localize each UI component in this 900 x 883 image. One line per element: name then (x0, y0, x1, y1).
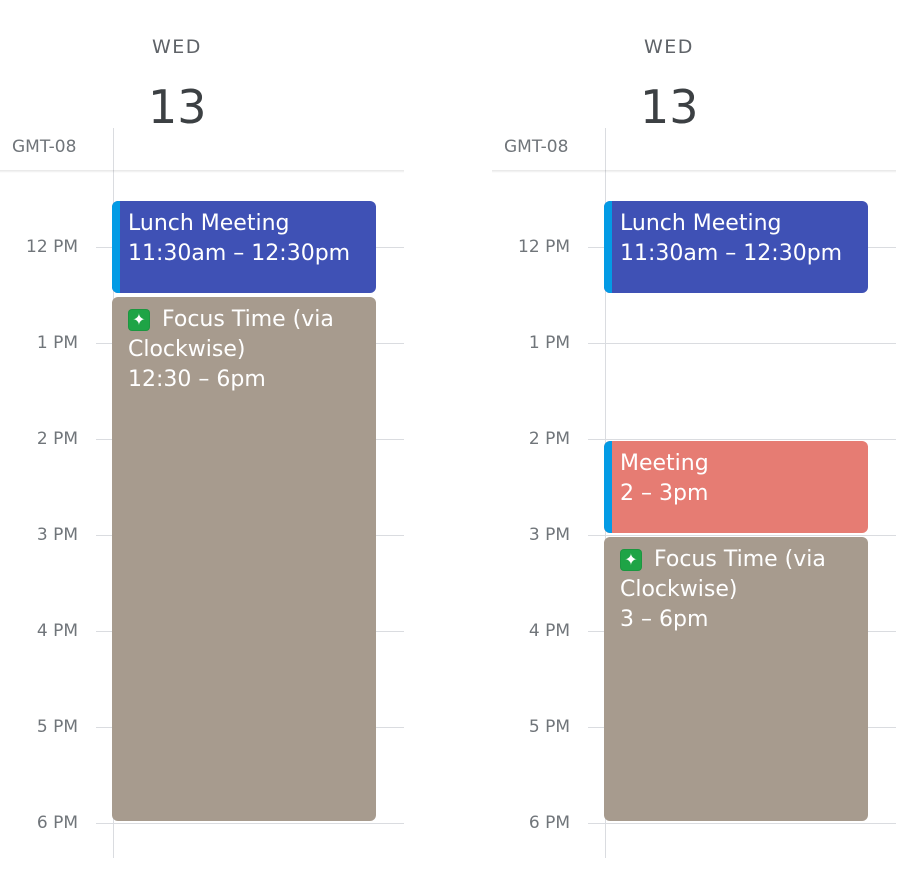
event-title-text: Focus Time (via Clockwise) (128, 307, 334, 362)
sparkle-icon: ✦ (128, 309, 150, 331)
hour-label: 6 PM (528, 813, 570, 833)
sparkle-icon: ✦ (620, 549, 642, 571)
event-time: 2 – 3pm (620, 481, 709, 506)
event-title-text: Focus Time (via Clockwise) (620, 547, 826, 602)
hour-label: 2 PM (36, 429, 78, 449)
hour-label: 12 PM (518, 237, 570, 257)
hour-label: 4 PM (36, 621, 78, 641)
hour-line (588, 343, 896, 344)
hour-row: 3 PM (492, 525, 896, 545)
day-view-after: WED 13 GMT-08 12 PM 1 PM 2 PM 3 PM 4 PM 5 PM 6… (492, 0, 900, 883)
header-divider (492, 170, 896, 173)
event-title: ✦ Focus Time (via Clockwise) (128, 305, 364, 365)
event-color-accent (112, 201, 120, 293)
hour-line (588, 823, 896, 824)
day-number[interactable]: 13 (640, 80, 699, 134)
header-divider (0, 170, 404, 173)
hour-label: 1 PM (528, 333, 570, 353)
event-title-text: Meeting (620, 451, 709, 476)
event-lunch-meeting[interactable]: Lunch Meeting 11:30am – 12:30pm (604, 201, 868, 293)
hour-line (588, 439, 896, 440)
timezone-label: GMT-08 (504, 137, 569, 157)
event-focus-time-via-clockwise[interactable]: ✦ Focus Time (via Clockwise) 3 – 6pm (604, 537, 868, 821)
day-name: WED (644, 36, 694, 58)
day-name: WED (152, 36, 202, 58)
event-time: 11:30am – 12:30pm (620, 241, 843, 266)
hour-label: 12 PM (26, 237, 78, 257)
hour-line (588, 535, 896, 536)
event-time: 11:30am – 12:30pm (128, 241, 351, 266)
event-time: 3 – 6pm (620, 607, 709, 632)
event-meeting[interactable]: Meeting 2 – 3pm (604, 441, 868, 533)
event-color-accent (604, 441, 612, 533)
hour-label: 2 PM (528, 429, 570, 449)
hour-label: 5 PM (528, 717, 570, 737)
event-title: ✦ Focus Time (via Clockwise) (620, 545, 856, 605)
event-focus-time-via-clockwise[interactable]: ✦ Focus Time (via Clockwise) 12:30 – 6pm (112, 297, 376, 821)
day-view-before: WED 13 GMT-08 12 PM 1 PM 2 PM 3 PM 4 PM 5 PM 6… (0, 0, 410, 883)
hour-row: 2 PM (492, 429, 896, 449)
event-time: 12:30 – 6pm (128, 367, 266, 392)
event-title: Meeting (620, 449, 856, 479)
hour-label: 5 PM (36, 717, 78, 737)
event-lunch-meeting[interactable]: Lunch Meeting 11:30am – 12:30pm (112, 201, 376, 293)
event-title-text: Lunch Meeting (128, 211, 290, 236)
event-title: Lunch Meeting (620, 209, 856, 239)
hour-line (96, 823, 404, 824)
hour-row: 6 PM (492, 813, 896, 833)
hour-label: 4 PM (528, 621, 570, 641)
hour-label: 3 PM (528, 525, 570, 545)
event-title-text: Lunch Meeting (620, 211, 782, 236)
hour-label: 6 PM (36, 813, 78, 833)
hour-label: 3 PM (36, 525, 78, 545)
day-number[interactable]: 13 (148, 80, 207, 134)
timezone-label: GMT-08 (12, 137, 77, 157)
event-color-accent (604, 201, 612, 293)
hour-row: 6 PM (0, 813, 404, 833)
hour-row: 1 PM (492, 333, 896, 353)
hour-label: 1 PM (36, 333, 78, 353)
event-title: Lunch Meeting (128, 209, 364, 239)
